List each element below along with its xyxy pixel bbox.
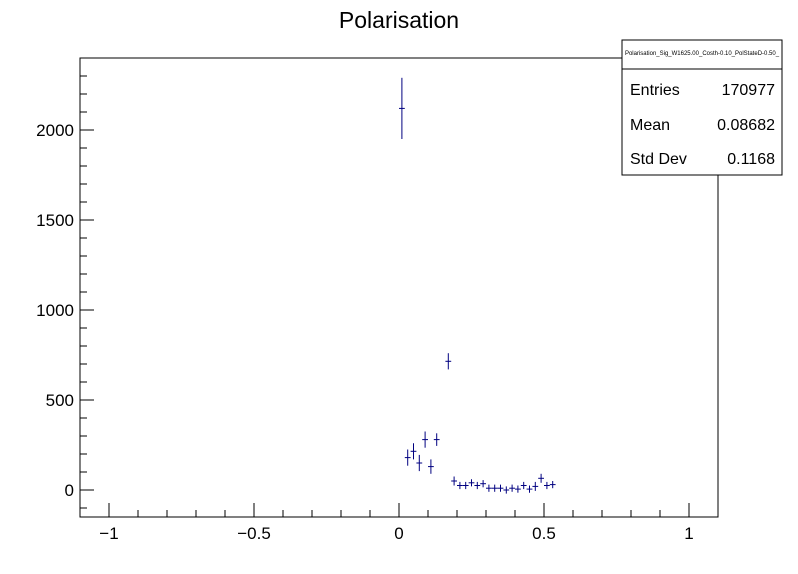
y-tick-label: 2000	[36, 121, 74, 140]
stats-box-frame	[621, 39, 783, 176]
y-tick-label: 0	[65, 481, 74, 500]
x-axis: −1 −0.5 0 0.5 1	[99, 503, 694, 543]
data-point	[526, 485, 533, 493]
data-point	[520, 481, 527, 490]
data-point	[399, 77, 405, 139]
y-axis: 0 500 1000 1500 2000	[36, 57, 94, 509]
data-point	[416, 454, 423, 472]
stats-entries-value: 170977	[722, 82, 775, 99]
data-point	[480, 480, 486, 488]
data-point	[468, 479, 475, 487]
x-tick-label: −1	[99, 524, 118, 543]
data-point	[544, 481, 550, 490]
stats-box: Polarisation_Sig_W1625.00_Costh-0.10_Pol…	[621, 39, 783, 176]
data-point	[445, 353, 452, 370]
stats-mean-value: 0.08682	[717, 117, 775, 134]
y-tick-label: 500	[46, 391, 74, 410]
stats-histogram-name: Polarisation_Sig_W1625.00_Costh-0.10_Pol…	[625, 51, 780, 57]
data-point	[474, 481, 481, 490]
y-tick-label: 1000	[36, 301, 74, 320]
data-point	[515, 485, 521, 493]
y-tick-label: 1500	[36, 211, 74, 230]
data-point	[410, 443, 417, 460]
x-tick-label: 0	[394, 524, 403, 543]
data-point	[509, 484, 515, 492]
data-point	[532, 481, 539, 491]
data-point	[503, 486, 510, 494]
data-point	[457, 481, 463, 490]
x-tick-label: 1	[684, 524, 693, 543]
chart-title: Polarisation	[339, 7, 459, 33]
data-point	[497, 484, 504, 492]
data-series	[399, 77, 556, 494]
stats-entries-label: Entries	[630, 82, 680, 99]
data-point	[462, 481, 469, 490]
data-point	[538, 473, 544, 483]
data-point	[491, 484, 498, 492]
data-point	[433, 433, 440, 446]
data-point	[549, 481, 556, 489]
stats-mean-label: Mean	[630, 117, 670, 134]
data-point	[486, 484, 492, 492]
x-tick-label: −0.5	[237, 524, 271, 543]
data-point	[422, 431, 428, 448]
data-point	[428, 459, 434, 474]
data-point	[404, 449, 411, 466]
data-point	[451, 476, 457, 486]
stats-stddev-label: Std Dev	[630, 151, 687, 168]
stats-stddev-value: 0.1168	[727, 151, 775, 168]
x-tick-label: 0.5	[532, 524, 556, 543]
